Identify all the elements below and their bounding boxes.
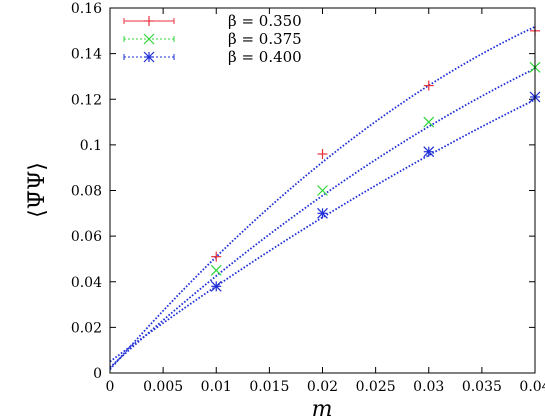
legend-label: β = 0.375 bbox=[228, 30, 302, 48]
fit-curve-series-0 bbox=[109, 25, 536, 370]
y-tick-label: 0.08 bbox=[71, 184, 102, 200]
y-tick-label: 0 bbox=[93, 366, 102, 382]
x-tick-label: 0.005 bbox=[143, 379, 183, 395]
x-tick-label: 0.035 bbox=[462, 379, 502, 395]
y-tick-label: 0.12 bbox=[71, 92, 102, 108]
data-point-series-0 bbox=[317, 149, 328, 159]
data-points bbox=[210, 25, 541, 292]
data-point-series-1 bbox=[423, 116, 435, 128]
x-tick-label: 0.01 bbox=[201, 379, 232, 395]
x-axis-label: m bbox=[312, 397, 333, 420]
data-point-series-1 bbox=[210, 264, 222, 276]
legend-sample-beta-0-375 bbox=[123, 33, 175, 45]
x-tick-label: 0.04 bbox=[519, 379, 545, 395]
y-tick-label: 0.04 bbox=[71, 275, 102, 291]
x-tick-label: 0.03 bbox=[413, 379, 444, 395]
legend-label: β = 0.350 bbox=[228, 12, 302, 30]
x-tick-label: 0.015 bbox=[249, 379, 289, 395]
legend: β = 0.350 β = 0.375 β = 0.400 bbox=[123, 12, 302, 66]
data-point-series-2 bbox=[317, 207, 328, 219]
y-tick-label: 0.02 bbox=[71, 320, 102, 336]
legend-marker bbox=[143, 51, 155, 63]
y-axis-label: ⟨Ψ̄Ψ⟩ bbox=[25, 162, 50, 218]
y-axis-ticks: 0 0.02 0.04 0.06 0.08 0.1 0.12 0.14 0.16 bbox=[71, 1, 535, 382]
legend-marker bbox=[143, 33, 155, 45]
legend-marker bbox=[144, 16, 154, 26]
y-tick-label: 0.16 bbox=[71, 1, 102, 17]
data-point-series-0 bbox=[423, 80, 434, 91]
legend-entry: β = 0.400 bbox=[123, 48, 302, 66]
legend-sample-beta-0-350 bbox=[123, 16, 175, 26]
data-point-series-0 bbox=[211, 251, 222, 262]
legend-entry: β = 0.375 bbox=[123, 30, 302, 48]
data-point-series-2 bbox=[423, 146, 435, 158]
x-tick-label: 0 bbox=[106, 379, 115, 395]
x-tick-label: 0.025 bbox=[356, 379, 396, 395]
x-axis-ticks: 0 0.005 0.01 0.015 0.02 0.025 0.03 0.035 0.04 bbox=[106, 8, 545, 395]
legend-label: β = 0.400 bbox=[228, 48, 302, 66]
fit-curve-series-1 bbox=[109, 67, 536, 368]
legend-sample-beta-0-400 bbox=[123, 51, 175, 63]
y-tick-label: 0.06 bbox=[71, 229, 102, 245]
y-tick-label: 0.1 bbox=[80, 138, 102, 154]
legend-entry: β = 0.350 bbox=[123, 12, 302, 30]
data-point-series-2 bbox=[210, 280, 222, 292]
fit-curves bbox=[109, 25, 536, 370]
plot-frame bbox=[109, 7, 536, 374]
x-tick-label: 0.02 bbox=[307, 379, 338, 395]
fit-curve-series-2 bbox=[109, 98, 536, 363]
data-point-series-1 bbox=[317, 185, 328, 196]
y-tick-label: 0.14 bbox=[71, 47, 102, 63]
